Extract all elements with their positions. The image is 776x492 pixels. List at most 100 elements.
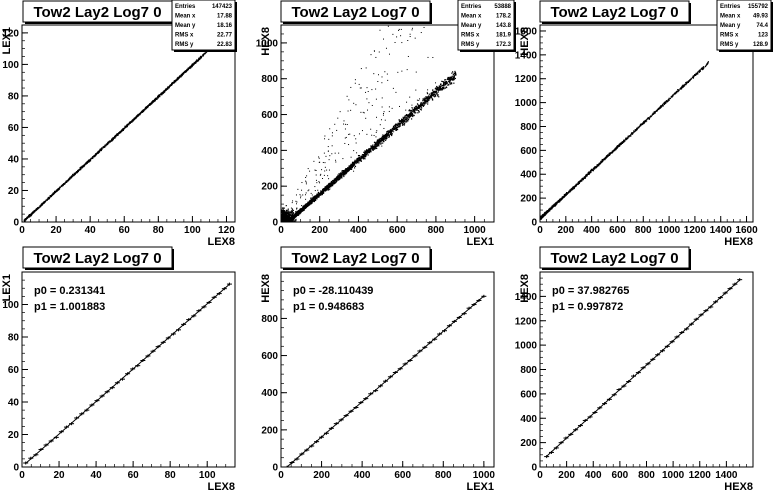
scatter-point	[284, 223, 285, 224]
scatter-point	[294, 215, 297, 217]
scatter-point	[359, 159, 361, 161]
scatter-point	[43, 201, 46, 203]
scatter-point	[74, 173, 76, 175]
scatter-point	[293, 218, 295, 220]
stats-value: 22.77	[217, 33, 233, 39]
scatter-point	[285, 225, 286, 226]
scatter-point	[436, 87, 439, 89]
scatter-point	[347, 168, 350, 170]
scatter-point	[411, 109, 413, 112]
scatter-point	[361, 155, 364, 157]
scatter-point	[453, 82, 455, 84]
scatter-point	[286, 216, 288, 218]
scatter-point	[351, 163, 354, 165]
scatter-point	[163, 90, 165, 92]
scatter-point	[284, 224, 285, 225]
scatter-point	[438, 87, 441, 89]
x-tick-label: 40	[85, 225, 97, 236]
scatter-point	[333, 178, 335, 180]
scatter-point	[405, 121, 407, 123]
scatter-point	[81, 166, 83, 168]
scatter-point	[365, 152, 367, 154]
outlier-point	[344, 123, 346, 125]
scatter-point	[64, 182, 66, 184]
scatter-point	[399, 124, 401, 126]
scatter-point	[390, 130, 392, 133]
scatter-point	[394, 126, 396, 128]
scatter-point	[400, 121, 403, 124]
scatter-point	[406, 117, 408, 119]
scatter-point	[308, 202, 310, 204]
scatter-point	[285, 223, 286, 224]
scatter-point	[295, 211, 297, 213]
outlier-point	[432, 57, 434, 59]
scatter-point	[335, 181, 337, 184]
scatter-point	[84, 163, 86, 165]
scatter-point	[364, 150, 366, 153]
outlier-point	[345, 136, 347, 138]
scatter-point	[98, 151, 100, 154]
scatter-point	[394, 125, 397, 127]
scatter-point	[286, 224, 287, 225]
scatter-point	[381, 135, 383, 138]
scatter-point	[49, 196, 52, 198]
scatter-point	[363, 151, 365, 153]
scatter-point	[387, 130, 390, 132]
scatter-point	[313, 200, 316, 203]
outlier-point	[308, 189, 310, 191]
scatter-point	[344, 174, 346, 176]
scatter-point	[340, 177, 342, 179]
scatter-point	[290, 220, 293, 222]
scatter-point	[398, 123, 400, 125]
scatter-point	[307, 205, 309, 208]
scatter-point	[126, 124, 129, 126]
scatter-point	[33, 210, 35, 212]
outlier-point	[305, 180, 307, 182]
scatter-point	[319, 192, 322, 194]
scatter-point	[396, 126, 399, 128]
scatter-point	[95, 153, 98, 155]
scatter-point	[346, 168, 348, 170]
scatter-point	[405, 119, 407, 121]
scatter-point	[285, 210, 287, 212]
scatter-point	[95, 153, 98, 155]
scatter-point	[285, 219, 287, 221]
panel-1: 0 20 40 60 80 100 120020406080100120LEX8LEX1To…	[1, 0, 237, 248]
scatter-point	[311, 200, 313, 202]
scatter-point	[354, 160, 356, 162]
scatter-point	[303, 206, 305, 208]
scatter-point	[162, 91, 164, 94]
scatter-point	[50, 195, 52, 197]
scatter-point	[368, 151, 370, 153]
scatter-point	[309, 201, 311, 203]
scatter-point	[204, 53, 206, 55]
scatter-point	[132, 120, 134, 122]
scatter-point	[330, 183, 332, 185]
scatter-point	[350, 166, 352, 169]
scatter-point	[420, 104, 423, 107]
scatter-point	[451, 75, 453, 77]
scatter-point	[88, 161, 90, 163]
scatter-point	[368, 148, 370, 150]
scatter-point	[439, 89, 441, 91]
outlier-point	[331, 135, 333, 137]
scatter-point	[433, 92, 435, 94]
outlier-point	[406, 69, 408, 71]
scatter-point	[422, 98, 424, 100]
scatter-point	[430, 94, 432, 96]
scatter-point	[377, 142, 379, 144]
scatter-point	[440, 83, 442, 85]
scatter-point	[360, 160, 363, 162]
scatter-point	[136, 116, 138, 118]
scatter-point	[285, 223, 286, 224]
scatter-point	[436, 92, 438, 94]
scatter-point	[311, 200, 314, 202]
scatter-point	[169, 85, 171, 87]
scatter-point	[288, 223, 289, 224]
scatter-point	[108, 142, 110, 144]
scatter-point	[317, 196, 319, 198]
scatter-point	[34, 210, 36, 213]
scatter-point	[369, 149, 372, 151]
scatter-point	[415, 107, 417, 109]
scatter-point	[285, 223, 286, 224]
